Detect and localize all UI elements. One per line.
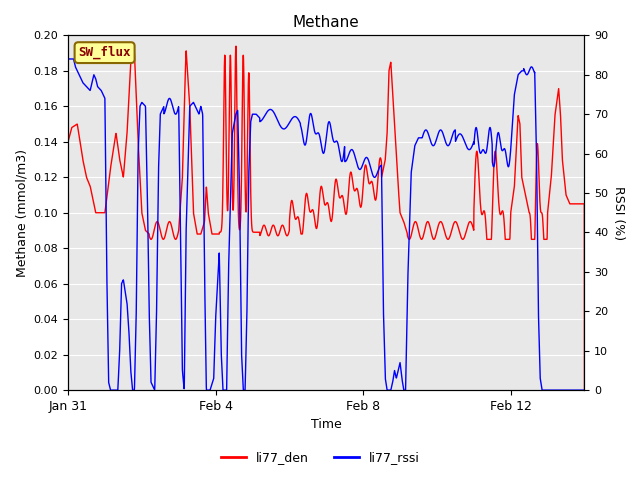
Y-axis label: RSSI (%): RSSI (%) <box>612 186 625 240</box>
li77_rssi <box>107 387 115 393</box>
li77_rssi <box>262 110 270 116</box>
li77_rssi <box>64 56 72 62</box>
li77_den <box>154 219 161 225</box>
li77_rssi <box>580 387 588 393</box>
li77_rssi <box>571 387 579 393</box>
li77_den <box>262 228 270 233</box>
li77_den <box>129 40 136 46</box>
li77_den <box>285 230 292 236</box>
Line: li77_rssi: li77_rssi <box>68 59 584 390</box>
Title: Methane: Methane <box>293 15 360 30</box>
li77_den <box>64 139 72 144</box>
Legend: li77_den, li77_rssi: li77_den, li77_rssi <box>216 446 424 469</box>
li77_rssi <box>124 301 131 307</box>
Line: li77_den: li77_den <box>68 43 584 390</box>
li77_den <box>515 116 523 122</box>
li77_den <box>580 387 588 393</box>
Text: SW_flux: SW_flux <box>78 46 131 60</box>
li77_den <box>123 132 131 137</box>
li77_rssi <box>154 220 161 226</box>
X-axis label: Time: Time <box>311 419 342 432</box>
li77_rssi <box>285 121 292 127</box>
li77_rssi <box>515 71 523 77</box>
Y-axis label: Methane (mmol/m3): Methane (mmol/m3) <box>15 149 28 277</box>
li77_den <box>571 201 579 207</box>
